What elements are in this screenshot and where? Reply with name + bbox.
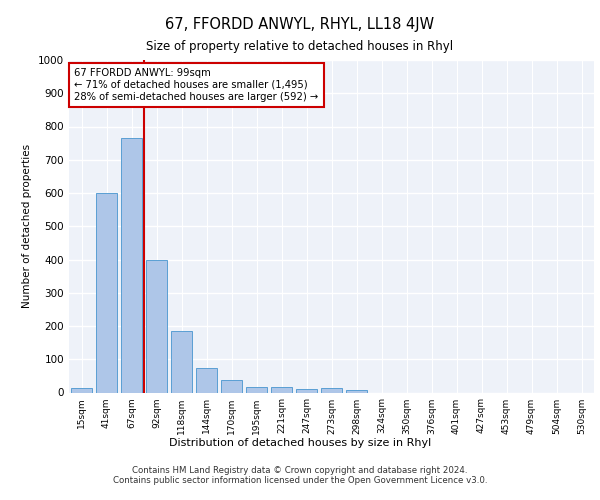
Bar <box>121 138 142 392</box>
Bar <box>146 260 167 392</box>
Bar <box>96 193 117 392</box>
Bar <box>171 331 192 392</box>
Bar <box>196 368 217 392</box>
Bar <box>296 389 317 392</box>
Y-axis label: Number of detached properties: Number of detached properties <box>22 144 32 308</box>
Text: Contains HM Land Registry data © Crown copyright and database right 2024.
Contai: Contains HM Land Registry data © Crown c… <box>113 466 487 485</box>
Bar <box>346 390 367 392</box>
Bar <box>221 380 242 392</box>
Bar <box>246 386 267 392</box>
Bar <box>71 388 92 392</box>
Text: Distribution of detached houses by size in Rhyl: Distribution of detached houses by size … <box>169 438 431 448</box>
Text: Size of property relative to detached houses in Rhyl: Size of property relative to detached ho… <box>146 40 454 53</box>
Bar <box>271 387 292 392</box>
Text: 67, FFORDD ANWYL, RHYL, LL18 4JW: 67, FFORDD ANWYL, RHYL, LL18 4JW <box>166 18 434 32</box>
Text: 67 FFORDD ANWYL: 99sqm
← 71% of detached houses are smaller (1,495)
28% of semi-: 67 FFORDD ANWYL: 99sqm ← 71% of detached… <box>74 68 319 102</box>
Bar <box>321 388 342 392</box>
